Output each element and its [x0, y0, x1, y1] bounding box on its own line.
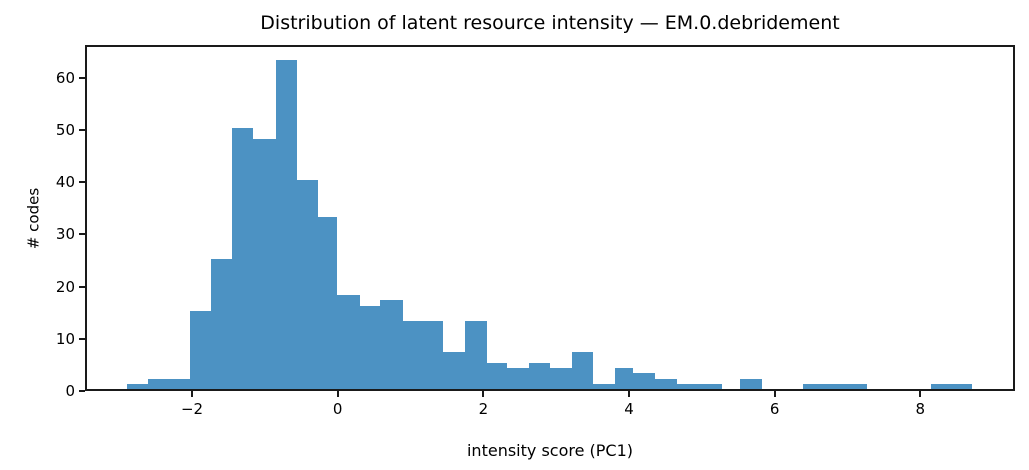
histogram-bar	[443, 352, 466, 389]
histogram-bar	[739, 378, 763, 389]
x-axis-tick-label: 2	[478, 400, 489, 418]
histogram-bar	[951, 383, 972, 389]
x-axis-tick-label: −2	[180, 400, 204, 418]
y-axis-tick-label: 50	[55, 121, 75, 140]
histogram-bar	[465, 321, 487, 389]
y-axis-tick	[79, 233, 85, 236]
histogram-bar	[593, 383, 616, 389]
histogram-bar	[699, 383, 723, 389]
histogram-bar	[633, 373, 656, 389]
x-axis-tick	[191, 391, 194, 397]
x-axis-tick	[919, 391, 922, 397]
histogram-bar	[615, 368, 634, 389]
x-axis-tick	[336, 391, 339, 397]
histogram-bar	[210, 258, 233, 389]
histogram-bar	[379, 300, 403, 389]
histogram-bar	[148, 378, 170, 389]
y-axis-tick	[79, 76, 85, 79]
histogram-bar	[845, 383, 868, 389]
y-axis-label: # codes	[24, 187, 43, 250]
histogram-bar	[232, 128, 254, 389]
histogram-bar	[360, 305, 380, 389]
y-axis-tick	[79, 285, 85, 288]
x-axis-tick-label: 0	[332, 400, 343, 418]
y-axis-tick	[79, 337, 85, 340]
y-axis-tick	[79, 129, 85, 132]
y-axis-tick-label: 10	[55, 329, 75, 348]
y-axis-tick-label: 60	[55, 68, 75, 87]
histogram-bar	[422, 321, 444, 389]
x-axis-tick-label: 6	[769, 400, 780, 418]
x-axis-tick-label: 4	[624, 400, 634, 418]
chart-title: Distribution of latent resource intensit…	[260, 12, 840, 34]
x-axis-tick	[773, 391, 776, 397]
y-axis-tick-label: 40	[55, 173, 75, 192]
y-axis-tick	[79, 390, 85, 392]
x-axis-tick-label: 8	[915, 400, 926, 418]
histogram-bar	[189, 310, 211, 389]
histogram-bar	[655, 378, 678, 389]
histogram-bar	[253, 138, 276, 389]
y-axis-tick-label: 0	[65, 382, 75, 400]
histogram-bar	[402, 321, 423, 389]
histogram-bar	[296, 180, 319, 389]
histogram-bar	[930, 383, 952, 389]
x-axis-label: intensity score (PC1)	[466, 441, 633, 460]
histogram-bar	[275, 60, 297, 389]
histogram-bar	[507, 368, 529, 389]
y-axis-tick-label: 30	[55, 225, 75, 244]
histogram-bar	[528, 362, 551, 389]
histogram-bar	[336, 295, 361, 389]
histogram-bar	[318, 216, 337, 389]
histogram-bar	[169, 378, 190, 389]
plot-area	[85, 45, 1015, 391]
histogram-bar	[824, 383, 846, 389]
histogram-bar	[550, 368, 573, 389]
histogram-bar	[803, 383, 825, 389]
histogram-bar	[677, 383, 700, 389]
y-axis-tick	[79, 181, 85, 184]
histogram-bar	[127, 383, 149, 389]
histogram-bar	[572, 352, 594, 389]
y-axis-tick-label: 20	[55, 277, 75, 296]
x-axis-tick	[482, 391, 485, 397]
histogram-bar	[487, 362, 508, 389]
x-axis-tick	[628, 391, 631, 397]
